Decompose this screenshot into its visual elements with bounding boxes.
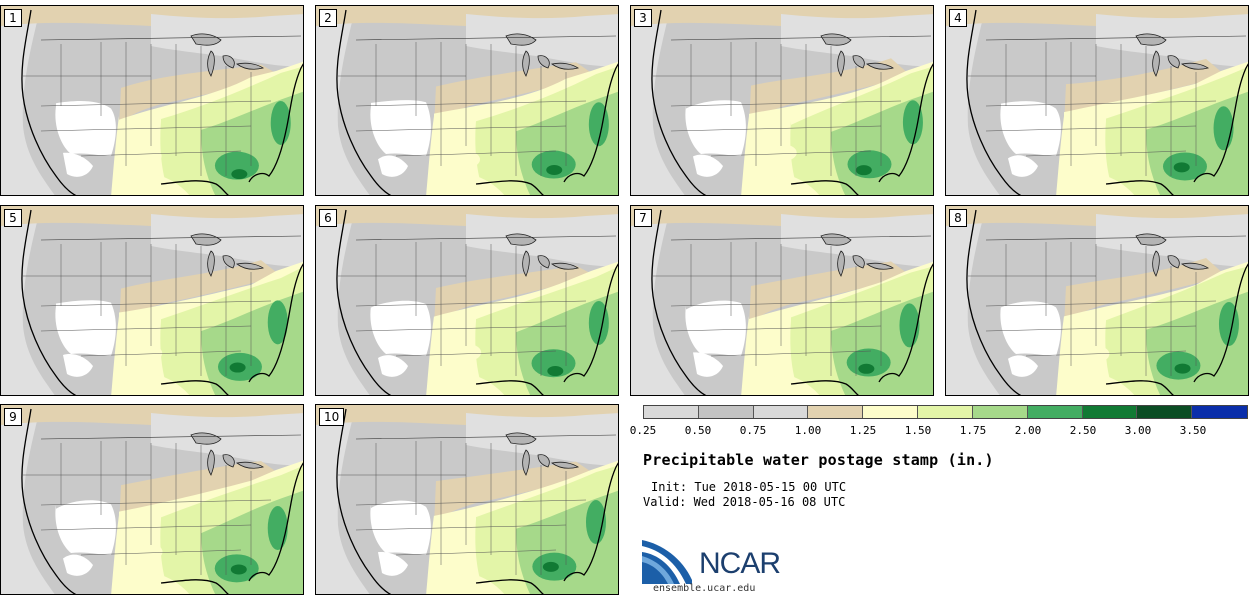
member-number-label: 2 [319, 9, 337, 27]
precipitable-water-map [946, 206, 1248, 395]
colorbar-label: 2.00 [1014, 424, 1042, 437]
precipitable-water-map [316, 206, 618, 395]
init-time: Init: Tue 2018-05-15 00 UTC [651, 480, 847, 494]
member-number-label: 4 [949, 9, 967, 27]
colorbar-segment [753, 406, 809, 418]
colorbar-segment [1137, 406, 1193, 418]
colorbar-segment [972, 406, 1028, 418]
valid-time: Valid: Wed 2018-05-16 08 UTC [643, 495, 846, 509]
chart-title: Precipitable water postage stamp (in.) [643, 451, 994, 469]
logo-wordmark: NCAR [699, 547, 781, 580]
colorbar-segment [918, 406, 973, 418]
colorbar-label: 1.50 [904, 424, 932, 437]
member-number-label: 8 [949, 209, 967, 227]
precipitable-water-map [316, 405, 618, 594]
colorbar-label: 1.75 [959, 424, 987, 437]
colorbar-segment [863, 406, 919, 418]
colorbar-label: 0.75 [739, 424, 767, 437]
colorbar-segment [1082, 406, 1138, 418]
precipitable-water-map [946, 6, 1248, 195]
map-panel: 3 [630, 5, 934, 196]
map-panel: 2 [315, 5, 619, 196]
precipitable-water-map [631, 6, 933, 195]
colorbar-label: 2.50 [1069, 424, 1097, 437]
colorbar-label: 3.50 [1179, 424, 1207, 437]
map-panel: 9 [0, 404, 304, 595]
colorbar-segment [1027, 406, 1083, 418]
colorbar-segment [1192, 406, 1247, 418]
member-number-label: 6 [319, 209, 337, 227]
precipitable-water-map [631, 206, 933, 395]
map-panel: 7 [630, 205, 934, 396]
colorbar-label: 0.50 [684, 424, 712, 437]
colorbar [643, 405, 1248, 419]
precipitable-water-map [1, 206, 303, 395]
colorbar-label: 1.25 [849, 424, 877, 437]
map-panel: 1 [0, 5, 304, 196]
map-panel: 4 [945, 5, 1249, 196]
member-number-label: 5 [4, 209, 22, 227]
map-panel: 6 [315, 205, 619, 396]
logo-url: ensemble.ucar.edu [653, 583, 756, 594]
member-number-label: 7 [634, 209, 652, 227]
colorbar-label: 0.25 [629, 424, 657, 437]
colorbar-label: 3.00 [1124, 424, 1152, 437]
colorbar-label: 1.00 [794, 424, 822, 437]
precipitable-water-map [1, 6, 303, 195]
member-number-label: 9 [4, 408, 22, 426]
member-number-label: 3 [634, 9, 652, 27]
precipitable-water-map [1, 405, 303, 594]
member-number-label: 1 [4, 9, 22, 27]
map-panel: 8 [945, 205, 1249, 396]
map-panel: 10 [315, 404, 619, 595]
precipitable-water-map [316, 6, 618, 195]
map-panel: 5 [0, 205, 304, 396]
colorbar-segment [644, 406, 699, 418]
ncar-logo-icon [642, 540, 692, 584]
colorbar-segment [808, 406, 864, 418]
colorbar-segment [698, 406, 754, 418]
member-number-label: 10 [319, 408, 345, 426]
